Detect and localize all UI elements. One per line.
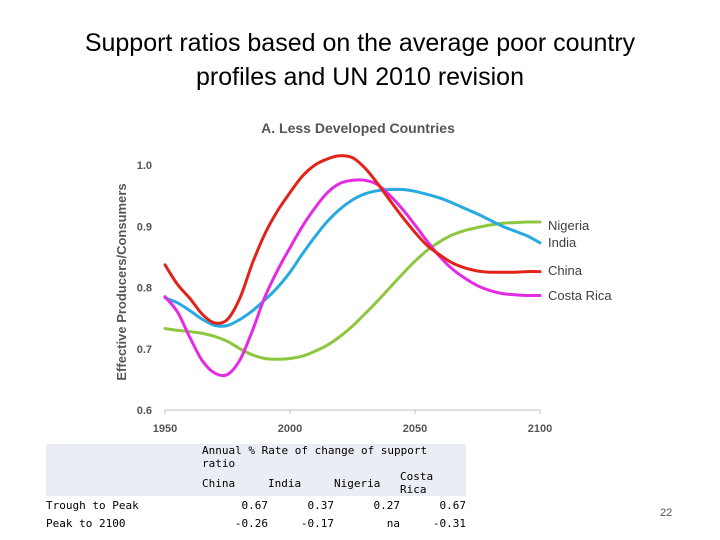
column-header: India xyxy=(268,470,334,496)
series-line-costa-rica xyxy=(163,178,542,378)
row-label: Trough to Peak xyxy=(46,498,139,512)
series-line-china xyxy=(163,154,542,325)
table-row: Peak to 2100 -0.26 -0.17 na -0.31 xyxy=(46,514,466,532)
support-ratio-chart: A. Less Developed Countries Effective Pr… xyxy=(114,120,612,435)
y-tick-label: 0.8 xyxy=(137,283,152,295)
row-label: Peak to 2100 xyxy=(46,516,126,530)
slide-title: Support ratios based on the average poor… xyxy=(40,26,680,94)
series-line-india xyxy=(163,187,542,328)
series-line-nigeria xyxy=(163,220,542,361)
table-cell: 0.37 xyxy=(307,498,335,512)
page-number: 22 xyxy=(660,507,673,519)
x-tick-label: 1950 xyxy=(153,423,177,435)
column-header: Nigeria xyxy=(334,470,400,496)
y-tick-label: 1.0 xyxy=(137,160,152,172)
table-cell: -0.26 xyxy=(234,516,268,530)
table-cell: na xyxy=(386,516,400,530)
table-cell: 0.67 xyxy=(439,498,467,512)
series-label-costa-rica: Costa Rica xyxy=(548,288,612,303)
rate-table: Annual % Rate of change of support ratio… xyxy=(46,444,466,532)
x-tick-label: 2000 xyxy=(278,423,302,435)
series-label-china: China xyxy=(548,263,583,278)
table-cell: -0.17 xyxy=(300,516,334,530)
column-header: China xyxy=(202,470,268,496)
table-cell: 0.67 xyxy=(241,498,269,512)
y-axis-label: Effective Producers/Consumers xyxy=(114,183,129,380)
column-header: Costa Rica xyxy=(400,470,466,496)
slide-title-line1: Support ratios based on the average poor… xyxy=(84,29,636,57)
table-row: Trough to Peak 0.67 0.37 0.27 0.67 xyxy=(46,496,466,514)
slide-title-line2: profiles and UN 2010 revision xyxy=(196,63,524,91)
y-tick-label: 0.6 xyxy=(137,405,152,417)
x-tick-label: 2050 xyxy=(403,423,427,435)
series-label-india: India xyxy=(548,235,577,250)
y-tick-label: 0.7 xyxy=(137,344,152,356)
x-tick-label: 2100 xyxy=(528,423,552,435)
table-cell: 0.27 xyxy=(373,498,401,512)
chart-title: A. Less Developed Countries xyxy=(261,120,455,136)
y-tick-label: 0.9 xyxy=(137,221,152,233)
series-label-nigeria: Nigeria xyxy=(548,218,590,233)
rate-table-caption: Annual % Rate of change of support ratio xyxy=(202,444,466,470)
table-header-row: China India Nigeria Costa Rica xyxy=(46,470,466,496)
table-cell: -0.31 xyxy=(432,516,466,530)
